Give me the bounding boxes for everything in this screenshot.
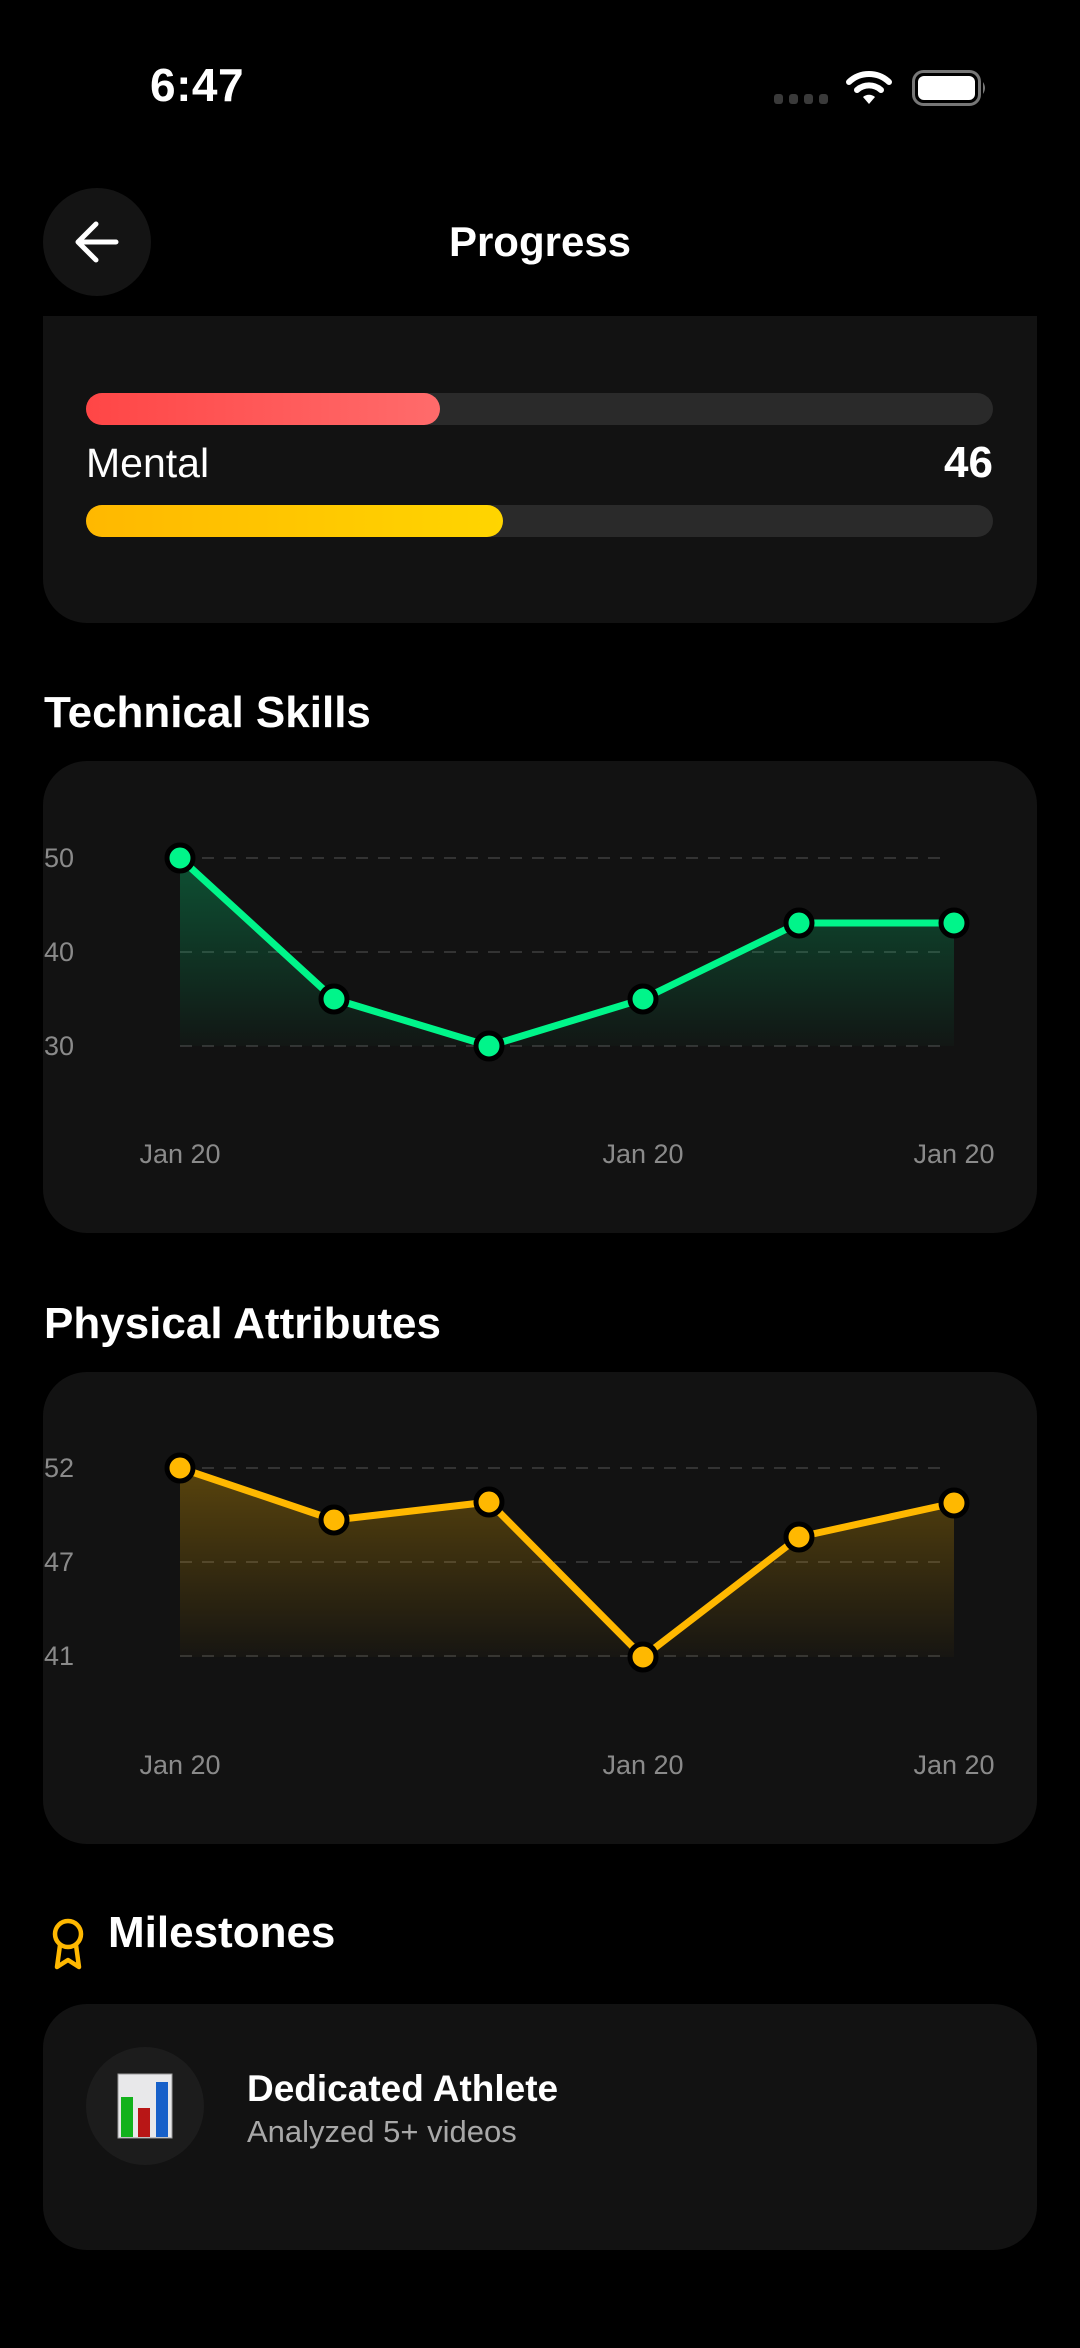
y-tick: 41 [44,1641,74,1671]
x-tick: Jan 20 [913,1750,994,1780]
data-point[interactable] [938,1487,970,1519]
data-point[interactable] [473,1030,505,1062]
data-point[interactable] [783,907,815,939]
milestone-name: Dedicated Athlete [247,2068,559,2109]
physical-line-chart: 52 47 41 Jan 20 Jan 20 Jan 20 [44,1452,995,1780]
technical-skills-chart: 50 40 30 Jan 20 Jan 20 Jan 20 [43,761,1037,1233]
arrow-left-icon [75,221,119,263]
progress-fill-mental [86,505,504,537]
milestone-description: Analyzed 5+ videos [247,2114,517,2149]
status-bar: 6:47 [0,0,1080,150]
y-tick: 52 [44,1453,74,1483]
technical-skills-title: Technical Skills [44,688,371,737]
x-tick: Jan 20 [602,1139,683,1169]
bar-chart-icon [117,2073,173,2139]
milestone-item[interactable]: Dedicated Athlete Analyzed 5+ videos [43,2004,1037,2250]
x-tick: Jan 20 [913,1139,994,1169]
x-tick: Jan 20 [139,1750,220,1780]
skill-score: 46 [944,438,993,487]
physical-attributes-chart: 52 47 41 Jan 20 Jan 20 Jan 20 [43,1372,1037,1844]
x-tick: Jan 20 [602,1750,683,1780]
nav-header: Progress [0,150,1080,316]
data-point[interactable] [627,1641,659,1673]
skill-value: 46 [944,438,993,488]
award-icon [52,1918,84,1970]
cellular-signal-icon [774,94,828,104]
technical-line-chart: 50 40 30 Jan 20 Jan 20 Jan 20 [44,842,995,1169]
y-tick: 50 [44,843,74,873]
data-point[interactable] [938,907,970,939]
y-tick: 30 [44,1031,74,1061]
data-point[interactable] [164,842,196,874]
milestones-title: Milestones [108,1908,336,1957]
physical-attributes-title: Physical Attributes [44,1299,441,1348]
data-point[interactable] [164,1452,196,1484]
y-tick: 40 [44,937,74,967]
skill-label: Mental [86,440,210,486]
data-point[interactable] [473,1486,505,1518]
progress-track [86,393,993,425]
back-button[interactable] [43,188,151,296]
data-point[interactable] [318,1504,350,1536]
progress-fill-tactical [86,393,440,425]
data-point[interactable] [783,1521,815,1553]
wifi-icon [846,71,892,104]
y-tick: 47 [44,1547,74,1577]
progress-track [86,505,993,537]
milestone-badge [86,2047,204,2165]
x-tick: Jan 20 [139,1139,220,1169]
skill-row-mental: Mental 46 [86,438,993,570]
status-time: 6:47 [150,59,245,111]
data-point[interactable] [318,983,350,1015]
page-title: Progress [448,218,632,265]
data-point[interactable] [627,983,659,1015]
battery-icon [912,70,985,106]
